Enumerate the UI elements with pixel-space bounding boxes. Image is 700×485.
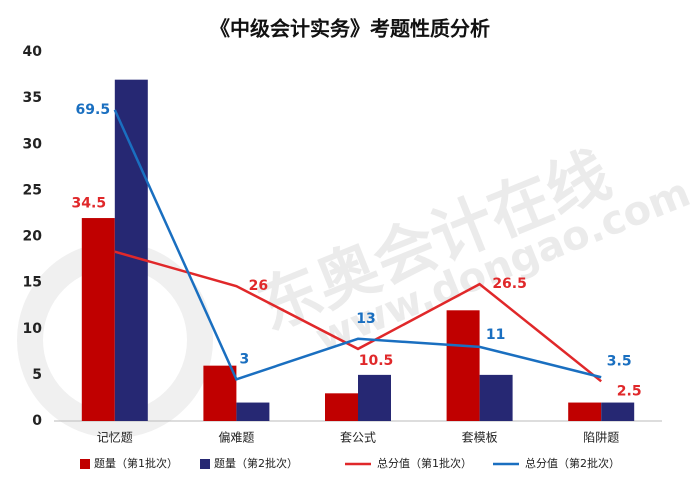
value-label: 13 — [356, 311, 375, 327]
x-tick-label: 套公式 — [340, 431, 376, 445]
y-tick-label: 25 — [23, 182, 42, 198]
value-label: 3 — [240, 351, 250, 367]
bar — [358, 374, 391, 421]
value-label: 2.5 — [617, 383, 642, 399]
y-tick-label: 0 — [32, 413, 42, 429]
y-tick-label: 35 — [23, 90, 42, 106]
legend-swatch — [80, 459, 90, 469]
x-tick-label: 陷阱题 — [583, 430, 619, 445]
bar — [446, 310, 480, 421]
value-label: 34.5 — [72, 196, 107, 212]
bar — [81, 218, 115, 421]
y-tick-label: 15 — [23, 275, 42, 291]
legend-label: 题量（第2批次） — [214, 456, 298, 470]
legend-swatch — [200, 459, 210, 469]
legend-label: 总分值（第2批次） — [525, 456, 620, 470]
y-tick-label: 40 — [23, 44, 43, 60]
value-label: 26.5 — [492, 276, 527, 292]
line — [114, 250, 602, 383]
y-tick-label: 20 — [23, 229, 43, 245]
line — [113, 109, 602, 381]
bar — [114, 79, 148, 422]
value-label: 11 — [486, 327, 505, 343]
bar — [601, 402, 635, 421]
bar — [479, 374, 513, 421]
y-tick-label: 10 — [23, 321, 43, 337]
x-tick-label: 偏难题 — [218, 430, 254, 445]
bar — [203, 365, 237, 421]
y-tick-label: 30 — [23, 136, 43, 152]
chart-title: 《中级会计实务》考题性质分析 — [210, 17, 490, 41]
legend-label: 题量（第1批次） — [94, 456, 178, 470]
value-label: 26 — [249, 278, 268, 294]
value-label: 10.5 — [359, 353, 394, 369]
y-tick-label: 5 — [32, 367, 42, 383]
value-label: 3.5 — [607, 353, 632, 369]
bar — [568, 402, 602, 421]
legend-label: 总分值（第1批次） — [377, 456, 472, 470]
bar — [236, 402, 270, 421]
x-tick-label: 记忆题 — [97, 431, 133, 445]
bar — [325, 393, 358, 421]
value-label: 69.5 — [76, 102, 111, 118]
x-tick-label: 套模板 — [462, 431, 498, 445]
